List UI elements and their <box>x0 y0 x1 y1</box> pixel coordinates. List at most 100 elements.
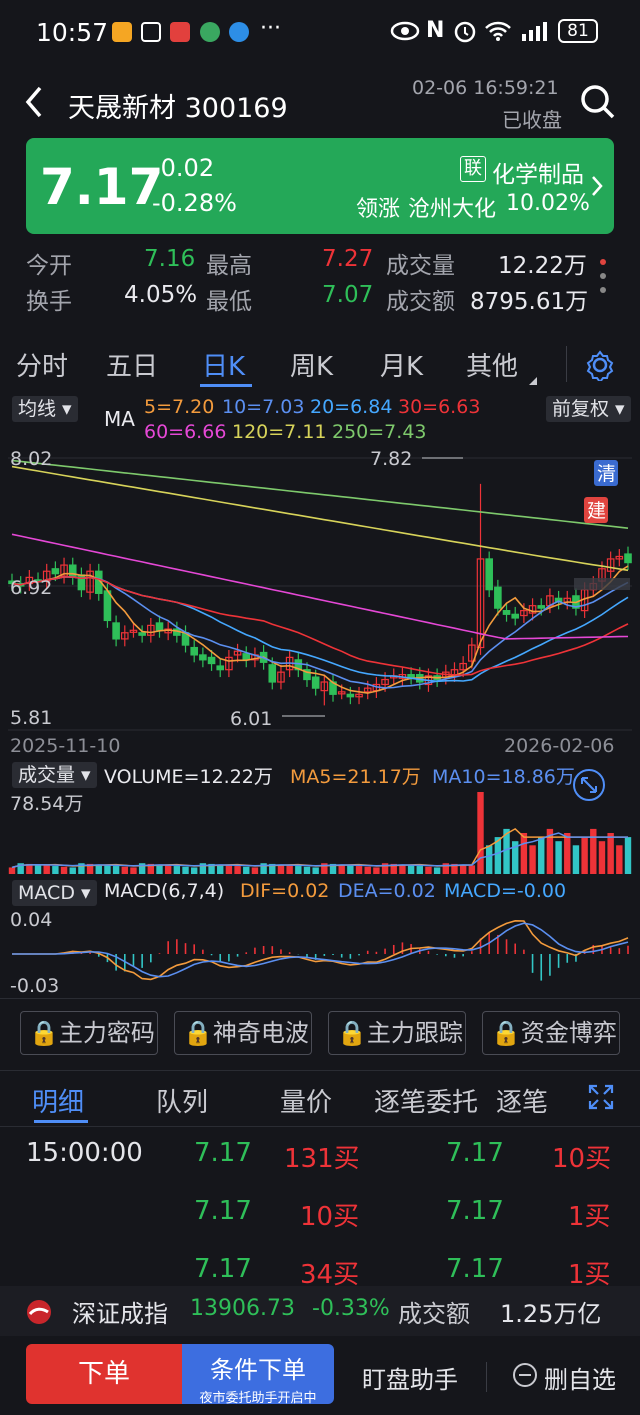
tab-divider <box>566 346 567 382</box>
tick-price: 7.17 <box>194 1138 252 1168</box>
fullscreen-icon[interactable] <box>588 1084 614 1110</box>
index-pct: -0.33% <box>312 1296 390 1321</box>
macd-chart[interactable]: 0.04 -0.03 <box>0 904 640 996</box>
volume-dropdown[interactable]: 成交量 ▾ <box>12 762 97 788</box>
feature-button-main-force-track[interactable]: 🔒主力跟踪 <box>328 1011 466 1055</box>
feature-button-capital-game[interactable]: 🔒资金博弈 <box>482 1011 620 1055</box>
candle-body <box>138 632 146 636</box>
high-label: 最高 <box>206 253 252 279</box>
active-tab-underline <box>200 384 252 387</box>
ma10-line <box>11 576 629 689</box>
volume-bar <box>503 828 510 874</box>
detail-tab-volume-price[interactable]: 量价 <box>280 1088 333 1118</box>
remove-watchlist-button[interactable]: 删自选 <box>544 1366 616 1394</box>
detail-tab-queue[interactable]: 队列 <box>156 1088 209 1118</box>
volume-bar <box>26 863 33 874</box>
macd-dea: DEA=0.02 <box>338 880 436 902</box>
badge-jian[interactable] <box>584 497 608 523</box>
settings-gear-icon[interactable] <box>584 349 616 381</box>
badge-qing[interactable] <box>594 460 618 486</box>
volume-bar <box>112 866 120 874</box>
expand-chart-icon[interactable] <box>572 768 606 802</box>
nav-divider <box>486 1362 487 1392</box>
tick-price: 7.17 <box>194 1196 252 1226</box>
tick-price: 7.17 <box>194 1254 252 1284</box>
detail-tab-ticks[interactable]: 明细 <box>32 1088 85 1118</box>
tick-price: 7.17 <box>446 1138 504 1168</box>
tab-five-day[interactable]: 五日 <box>106 352 159 382</box>
nfc-icon: N <box>426 18 445 43</box>
tick-volume: 10买 <box>552 1144 612 1174</box>
macd-dropdown[interactable]: MACD ▾ <box>12 880 97 906</box>
detail-tab-trade-by-trade[interactable]: 逐笔 <box>496 1088 549 1118</box>
badge-qing-text: 清 <box>597 463 616 485</box>
turnover-label: 换手 <box>26 289 72 315</box>
volume-dropdown-label: 成交量 <box>18 764 76 786</box>
candle-body <box>311 676 320 689</box>
macd-dif-line <box>12 919 629 981</box>
tab-daily-k[interactable]: 日K <box>202 352 246 382</box>
candle-body <box>346 693 355 698</box>
volume-bar <box>260 863 267 874</box>
indicator-dropdown[interactable]: 均线 ▾ <box>12 396 78 422</box>
ma-label: MA <box>104 407 135 431</box>
search-icon[interactable] <box>578 82 618 122</box>
candle-body <box>381 678 389 686</box>
candle-body <box>207 656 216 665</box>
status-bar: 10:57 ··· N 81 <box>0 0 640 66</box>
eye-icon <box>390 21 420 41</box>
volume-bar <box>477 792 484 874</box>
adjust-dropdown[interactable]: 前复权 ▾ <box>546 396 631 422</box>
watch-assistant-button[interactable]: 盯盘助手 <box>362 1366 458 1394</box>
kline-chart[interactable]: 8.02 6.92 5.81 7.82 6.01 2025-11-10 2026… <box>0 440 640 760</box>
tab-other[interactable]: 其他 <box>466 352 519 382</box>
macd-value: MACD=-0.00 <box>444 880 567 902</box>
industry-name[interactable]: 化学制品 <box>492 162 584 188</box>
feature-button-main-force-code[interactable]: 🔒主力密码 <box>20 1011 158 1055</box>
tick-time: 15:00:00 <box>26 1138 143 1168</box>
signal-icon <box>522 22 547 41</box>
k-low-mark: 6.01 <box>230 708 272 730</box>
price-change-pct: -0.28% <box>152 189 237 217</box>
amount-value: 8795.61万 <box>470 289 589 315</box>
order-button[interactable]: 下单 <box>26 1344 182 1404</box>
candle-body <box>103 590 112 622</box>
volume-bar <box>243 866 250 874</box>
k-date-end: 2026-02-06 <box>504 735 614 757</box>
price-banner[interactable]: 7.17 -0.02 -0.28% 联 化学制品 领涨 沧州大化 10.02% <box>26 138 614 234</box>
order-button-label: 下单 <box>77 1359 130 1389</box>
tab-intraday[interactable]: 分时 <box>16 352 69 382</box>
back-arrow-icon[interactable] <box>22 84 46 120</box>
remove-circle-icon[interactable] <box>512 1362 538 1388</box>
feature-label: 主力跟踪 <box>366 1019 463 1047</box>
volume-bar <box>347 865 354 874</box>
volume-bar <box>208 863 215 874</box>
tab-monthly-k[interactable]: 月K <box>380 352 424 382</box>
candle-body <box>554 597 563 603</box>
candle-body <box>615 555 624 560</box>
indicator-dropdown-label: 均线 <box>18 398 57 420</box>
chevron-right-icon[interactable] <box>590 174 604 198</box>
tick-volume: 131买 <box>284 1144 360 1174</box>
candle-body <box>225 656 233 671</box>
candle-body <box>112 622 120 640</box>
volume-bar <box>130 867 137 874</box>
index-ticker-bar[interactable]: 深证成指 13906.73 -0.33% 成交额 1.25万亿 <box>0 1286 640 1336</box>
more-dots-icon[interactable] <box>596 256 610 298</box>
volume-bar <box>494 837 502 874</box>
volume-bar <box>355 866 363 874</box>
detail-tab-order-by-order[interactable]: 逐笔委托 <box>374 1088 479 1118</box>
ma120-value: 120=7.11 <box>232 421 327 443</box>
feature-button-magic-wave[interactable]: 🔒神奇电波 <box>174 1011 312 1055</box>
volume-chart[interactable]: 78.54万 <box>0 786 640 880</box>
candle-body <box>459 662 467 671</box>
volume-bar <box>425 866 432 874</box>
volume-bar <box>442 863 450 874</box>
volume-bar <box>538 837 545 874</box>
volume-bar <box>303 866 311 874</box>
tab-weekly-k[interactable]: 周K <box>290 352 334 382</box>
conditional-order-button[interactable]: 条件下单 夜市委托助手开启中 <box>182 1344 334 1406</box>
candle-body <box>277 671 285 683</box>
ma250-value: 250=7.43 <box>332 421 427 443</box>
volume-bar <box>555 841 562 874</box>
